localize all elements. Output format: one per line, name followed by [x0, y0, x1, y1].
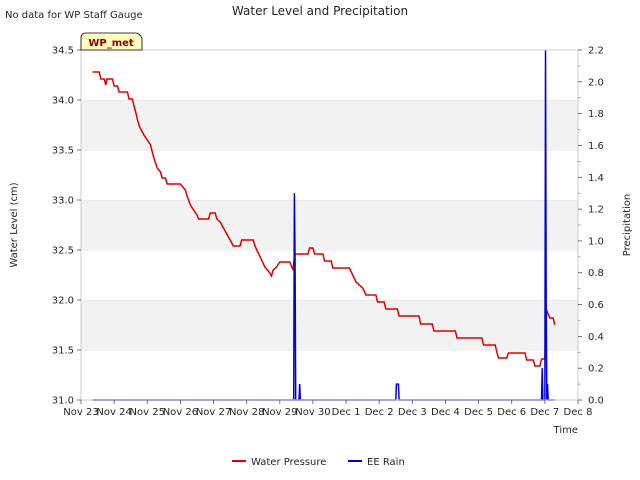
plot-series — [92, 49, 556, 401]
series-line-ee-rain — [92, 49, 555, 401]
y-axis-right-title: Precipitation — [622, 194, 633, 257]
y-right-tick-label: 0.6 — [588, 300, 604, 311]
chart-title: Water Level and Precipitation — [232, 4, 408, 18]
y-left-tick-label: 31.0 — [52, 396, 74, 407]
y-right-tick-label: 0.0 — [588, 396, 604, 407]
x-tick-label: Dec 4 — [431, 407, 460, 418]
y-axis-right: 0.0 0.2 0.4 0.6 0.8 1.0 1.2 1.4 1.6 1.8 2.0 2.2 — [578, 46, 604, 407]
legend-label-ee-rain: EE Rain — [367, 457, 405, 468]
x-tick-label: Dec 5 — [464, 407, 493, 418]
y-right-tick-label: 1.8 — [588, 109, 604, 120]
x-tick-label: Nov 29 — [262, 407, 297, 418]
y-left-tick-label: 31.5 — [52, 346, 74, 357]
station-badge-box — [80, 32, 143, 51]
y-right-tick-label: 0.2 — [588, 364, 604, 375]
x-tick-label: Dec 3 — [398, 407, 427, 418]
x-tick-label: Dec 7 — [530, 407, 559, 418]
station-badge: WP_met — [80, 32, 143, 51]
x-tick-label: Nov 30 — [295, 407, 330, 418]
y-right-tick-label: 0.4 — [588, 332, 604, 343]
grid-band — [81, 50, 578, 100]
legend-label-water-pressure: Water Pressure — [251, 457, 326, 468]
x-tick-label: Dec 1 — [332, 407, 361, 418]
x-tick-label: Nov 25 — [130, 407, 165, 418]
y-axis-left: 31.0 31.5 32.0 32.5 33.0 33.5 34.0 34.5 — [52, 46, 81, 407]
legend: Water Pressure EE Rain — [232, 457, 405, 468]
no-data-note: No data for WP Staff Gauge — [5, 10, 143, 21]
y-right-tick-label: 2.2 — [588, 46, 604, 57]
x-tick-label: Nov 26 — [163, 407, 198, 418]
y-right-tick-label: 1.4 — [588, 173, 604, 184]
grid-band — [81, 250, 578, 300]
grid-band — [81, 150, 578, 200]
x-tick-label: Nov 27 — [196, 407, 231, 418]
y-axis-left-title: Water Level (cm) — [9, 182, 20, 267]
x-tick-label: Nov 23 — [63, 407, 98, 418]
y-left-tick-label: 33.5 — [52, 146, 74, 157]
y-left-tick-label: 33.0 — [52, 196, 74, 207]
x-tick-label: Dec 8 — [564, 407, 593, 418]
x-axis-title: Time — [553, 425, 578, 436]
grid-band — [81, 100, 578, 150]
grid-band — [81, 350, 578, 400]
x-tick-label: Nov 28 — [229, 407, 264, 418]
y-right-tick-label: 1.0 — [588, 236, 604, 247]
y-left-tick-label: 32.0 — [52, 296, 74, 307]
y-left-tick-label: 32.5 — [52, 246, 74, 257]
x-tick-label: Dec 6 — [497, 407, 526, 418]
grid-band — [81, 200, 578, 250]
y-left-tick-label: 34.5 — [52, 46, 74, 57]
x-tick-label: Nov 24 — [96, 407, 131, 418]
y-right-tick-label: 1.6 — [588, 141, 604, 152]
series-line-water-pressure — [92, 71, 556, 367]
y-left-tick-label: 34.0 — [52, 96, 74, 107]
y-right-tick-label: 0.8 — [588, 268, 604, 279]
grid-band — [81, 300, 578, 350]
y-right-tick-label: 1.2 — [588, 205, 604, 216]
y-right-tick-label: 2.0 — [588, 77, 604, 88]
plot-background-bands — [81, 49, 578, 400]
x-tick-label: Dec 2 — [365, 407, 394, 418]
station-badge-label: WP_met — [88, 38, 134, 49]
